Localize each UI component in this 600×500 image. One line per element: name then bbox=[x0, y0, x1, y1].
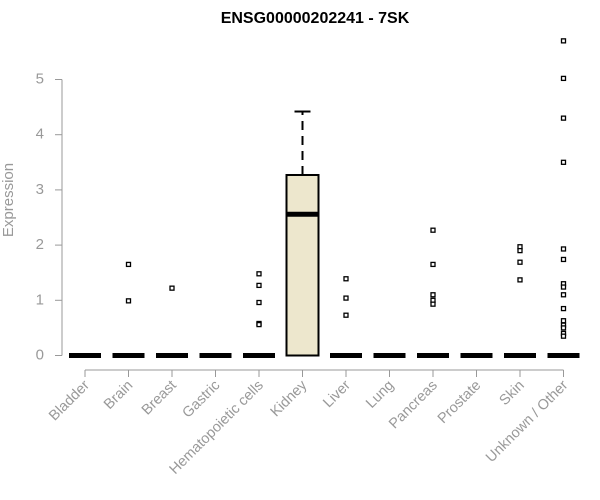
x-tick-label: Gastric bbox=[180, 378, 224, 422]
outlier-point bbox=[256, 321, 262, 328]
x-tick-label: Kidney bbox=[268, 377, 311, 420]
x-tick-label: Prostate bbox=[435, 378, 484, 427]
outlier-point bbox=[430, 292, 436, 298]
outlier-point bbox=[560, 325, 567, 331]
outlier-point bbox=[560, 292, 567, 298]
box-brain bbox=[112, 261, 145, 358]
outlier-point bbox=[560, 284, 567, 290]
outlier-point bbox=[343, 312, 349, 318]
box-pancreas bbox=[417, 227, 449, 358]
x-tick-label: Breast bbox=[139, 378, 180, 419]
outlier-point bbox=[560, 38, 567, 44]
outlier-point bbox=[125, 261, 132, 268]
outlier-point bbox=[169, 285, 175, 291]
box-kidney bbox=[285, 110, 320, 357]
outlier-point bbox=[430, 301, 436, 307]
box-liver bbox=[330, 276, 362, 358]
y-tick-label: 0 bbox=[36, 346, 44, 363]
x-tick-label: Lung bbox=[363, 378, 397, 412]
x-tick-label: Brain bbox=[101, 378, 136, 413]
outlier-point bbox=[560, 115, 567, 121]
box-skin bbox=[504, 244, 536, 358]
x-tick-label: Liver bbox=[320, 377, 354, 411]
outlier-point bbox=[430, 261, 436, 268]
y-tick-label: 3 bbox=[36, 181, 44, 198]
x-tick-label: Skin bbox=[497, 378, 528, 409]
outlier-point bbox=[343, 276, 349, 282]
box-unknown-other bbox=[547, 38, 580, 358]
outlier-point bbox=[343, 295, 349, 301]
y-axis-label: Expression bbox=[0, 163, 17, 237]
outlier-point bbox=[256, 271, 262, 277]
box-hematopoietic-cells bbox=[243, 271, 275, 358]
outlier-point bbox=[517, 277, 523, 283]
y-ticks: 0 1 2 3 4 5 bbox=[36, 70, 62, 363]
outlier-point bbox=[430, 227, 436, 233]
x-tick-label: Bladder bbox=[46, 377, 93, 424]
outlier-point bbox=[560, 305, 567, 312]
box-breast bbox=[156, 285, 188, 358]
y-tick-label: 1 bbox=[36, 291, 44, 308]
outlier-point bbox=[125, 298, 132, 304]
y-tick-label: 5 bbox=[36, 70, 44, 87]
x-tick-label: Pancreas bbox=[386, 378, 441, 433]
outlier-point bbox=[517, 259, 523, 265]
outlier-point bbox=[560, 256, 567, 263]
y-tick-label: 2 bbox=[36, 236, 44, 253]
outlier-point bbox=[560, 75, 567, 82]
y-tick-label: 4 bbox=[36, 126, 44, 143]
box-body bbox=[285, 173, 320, 357]
outlier-point bbox=[256, 299, 262, 306]
x-tick-label: Unknown / Other bbox=[483, 377, 571, 465]
outlier-point bbox=[256, 282, 262, 289]
outlier-point bbox=[560, 246, 567, 252]
outlier-point bbox=[560, 159, 567, 165]
outlier-point bbox=[560, 333, 567, 339]
chart-title: ENSG00000202241 - 7SK bbox=[221, 10, 410, 27]
boxes bbox=[69, 38, 580, 358]
outlier-point bbox=[560, 318, 567, 324]
outlier-point bbox=[517, 247, 523, 254]
